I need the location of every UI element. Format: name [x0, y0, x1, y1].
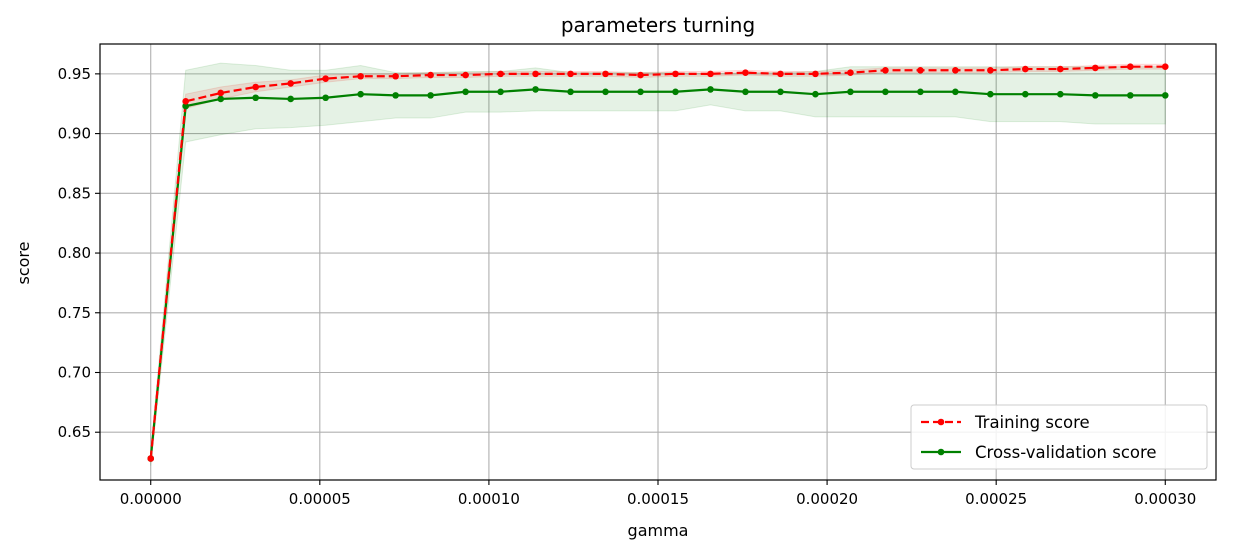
- cross-validation-score-point: [392, 92, 399, 99]
- training-score-point: [1057, 65, 1064, 73]
- y-tick-label: 0.95: [58, 65, 91, 83]
- cross-validation-score-line: [149, 88, 1166, 459]
- training-score-point: [882, 66, 889, 74]
- cross-validation-score-point: [462, 88, 469, 96]
- x-tick-label: 0.00010: [458, 490, 520, 508]
- legend-marker-cross-validation-score: [937, 448, 945, 456]
- training-score-point: [392, 72, 399, 80]
- cross-validation-score-point: [812, 90, 819, 98]
- training-score-point: [847, 69, 854, 76]
- training-score-point: [427, 71, 434, 79]
- cross-validation-score-point: [1127, 92, 1134, 99]
- legend-marker-training-score: [937, 418, 945, 426]
- cross-validation-score-point: [1092, 92, 1099, 99]
- cross-validation-score-point: [602, 88, 609, 96]
- legend-box: [910, 404, 1208, 470]
- series-markers: [147, 63, 1169, 462]
- training-score-point: [497, 70, 504, 78]
- y-tick-label: 0.65: [58, 423, 91, 441]
- y-tick-label: 0.75: [58, 304, 91, 322]
- training-score-point: [742, 69, 749, 76]
- training-score-point: [147, 455, 155, 462]
- x-tick-label: 0.00000: [120, 490, 182, 508]
- y-tick-label: 0.70: [58, 363, 91, 381]
- cross-validation-score-point: [322, 94, 329, 102]
- y-axis-label: score: [14, 242, 33, 285]
- legend: Training score Cross-validation score: [910, 404, 1208, 470]
- cross-validation-score-point: [532, 86, 539, 93]
- training-score-point: [182, 98, 189, 105]
- training-score-point: [987, 66, 994, 74]
- training-score-point: [1022, 65, 1029, 73]
- x-axis-ticks: 0.00000 0.00005 0.00010 0.00015 0.00020 0.000…: [120, 480, 1196, 508]
- x-tick-label: 0.00020: [796, 490, 858, 508]
- training-score-point: [322, 75, 329, 82]
- cross-validation-score-point: [987, 90, 994, 98]
- cross-validation-score-point: [182, 102, 189, 110]
- training-score-point: [217, 89, 224, 97]
- cross-validation-score-point: [917, 88, 924, 96]
- legend-label-cross-validation-score: Cross-validation score: [975, 443, 1157, 462]
- training-score-line: [149, 65, 1166, 459]
- cross-validation-score-point: [357, 90, 364, 98]
- x-tick-label: 0.00030: [1134, 490, 1196, 508]
- training-score-point: [1161, 63, 1169, 70]
- cross-validation-score-point: [637, 88, 644, 96]
- x-axis-label: gamma: [628, 521, 689, 540]
- legend-label-training-score: Training score: [974, 413, 1090, 432]
- cross-validation-score-point: [672, 88, 679, 96]
- chart-title: parameters turning: [561, 13, 755, 37]
- cross-validation-score-point: [707, 86, 714, 93]
- training-score-point: [252, 83, 259, 91]
- training-score-point: [357, 72, 364, 80]
- cross-validation-score-point: [952, 88, 959, 96]
- training-score-point: [777, 70, 784, 78]
- cross-validation-score-point: [847, 88, 854, 96]
- cross-validation-score-point: [252, 94, 259, 102]
- x-tick-label: 0.00015: [627, 490, 689, 508]
- training-score-point: [637, 71, 644, 79]
- x-tick-label: 0.00005: [289, 490, 351, 508]
- y-tick-label: 0.90: [58, 125, 91, 143]
- y-tick-label: 0.80: [58, 244, 91, 262]
- cross-validation-score-point: [1022, 90, 1029, 98]
- training-score-point: [602, 70, 609, 78]
- training-score-point: [567, 70, 574, 78]
- cross-validation-score-point: [287, 95, 294, 103]
- training-score-point: [952, 66, 959, 74]
- training-score-point: [532, 70, 539, 78]
- x-tick-label: 0.00025: [965, 490, 1027, 508]
- cross-validation-score-point: [427, 92, 434, 99]
- training-score-point: [672, 70, 679, 78]
- training-score-point: [917, 66, 924, 74]
- cross-validation-score-point: [1161, 92, 1169, 99]
- cross-validation-score-point: [567, 88, 574, 96]
- cross-validation-score-point: [777, 88, 784, 96]
- y-axis-ticks: 0.65 0.70 0.75 0.80 0.85 0.90 0.95: [58, 65, 100, 441]
- training-score-point: [287, 80, 294, 87]
- cross-validation-score-point: [217, 95, 224, 103]
- series-lines: [149, 65, 1166, 459]
- cross-validation-score-point: [1057, 90, 1064, 98]
- training-score-point: [707, 70, 714, 78]
- training-score-point: [462, 71, 469, 79]
- training-score-point: [1092, 64, 1099, 72]
- training-score-point: [1127, 63, 1134, 70]
- cross-validation-score-point: [742, 88, 749, 96]
- cross-validation-score-point: [882, 88, 889, 96]
- y-tick-label: 0.85: [58, 184, 91, 202]
- cross-validation-score-point: [497, 88, 504, 96]
- training-score-point: [812, 70, 819, 78]
